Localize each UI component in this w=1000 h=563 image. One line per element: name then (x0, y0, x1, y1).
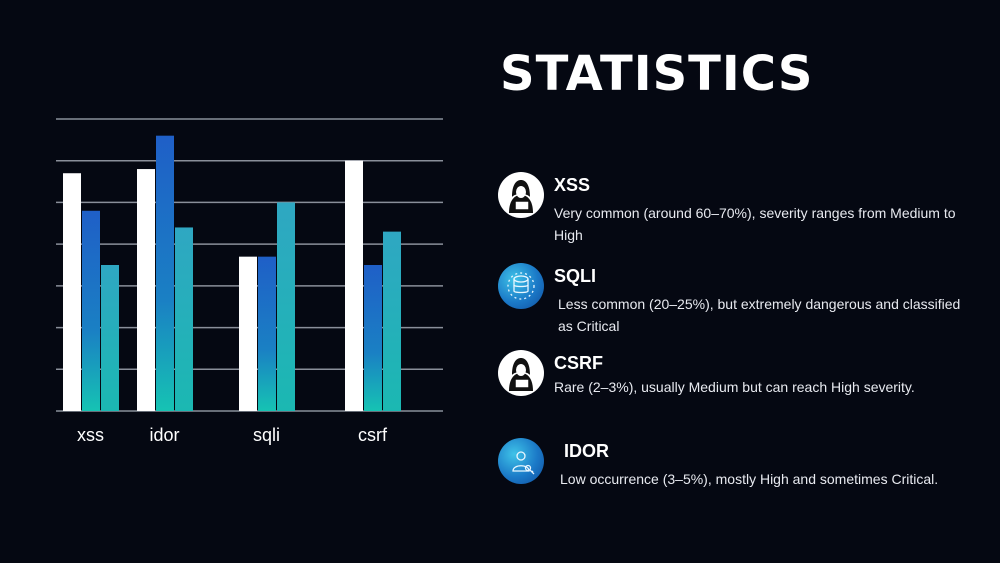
stat-description: Low occurrence (3–5%), mostly High and s… (560, 471, 939, 487)
bar-series-3-idor (175, 227, 193, 411)
stat-label: XSS (554, 175, 591, 195)
stat-description: Less common (20–25%), but extremely dang… (558, 296, 961, 334)
x-tick-label: xss (77, 425, 104, 445)
x-tick-label: csrf (358, 425, 388, 445)
bar-series-2-sqli (258, 256, 276, 411)
stat-description: Rare (2–3%), usually Medium but can reac… (554, 379, 915, 395)
bar-series-1-idor (137, 169, 155, 411)
bar-series-2-csrf (364, 265, 382, 411)
x-tick-label: sqli (253, 425, 280, 445)
bar-chart: xss idor sqli csrf (56, 118, 443, 445)
bar-series-2-xss (82, 210, 100, 411)
database-bug-icon (498, 263, 544, 309)
bar-series-2-idor (156, 135, 174, 411)
stat-label: CSRF (554, 353, 603, 373)
bar-series-1-csrf (345, 160, 363, 411)
bar-series-3-xss (101, 265, 119, 411)
hacker-icon (498, 172, 544, 218)
x-tick-label: idor (149, 425, 179, 445)
bar-series-3-csrf (383, 231, 401, 411)
bar-series-1-sqli (239, 256, 257, 411)
bar-series-1-xss (63, 173, 81, 411)
hacker-icon (498, 350, 544, 396)
stat-description: Very common (around 60–70%), severity ra… (554, 205, 956, 243)
bar-series-3-sqli (277, 202, 295, 411)
page-title: STATISTICS (500, 46, 814, 102)
stat-label: SQLI (554, 266, 597, 286)
user-key-icon (498, 438, 544, 484)
stat-label: IDOR (564, 441, 609, 461)
